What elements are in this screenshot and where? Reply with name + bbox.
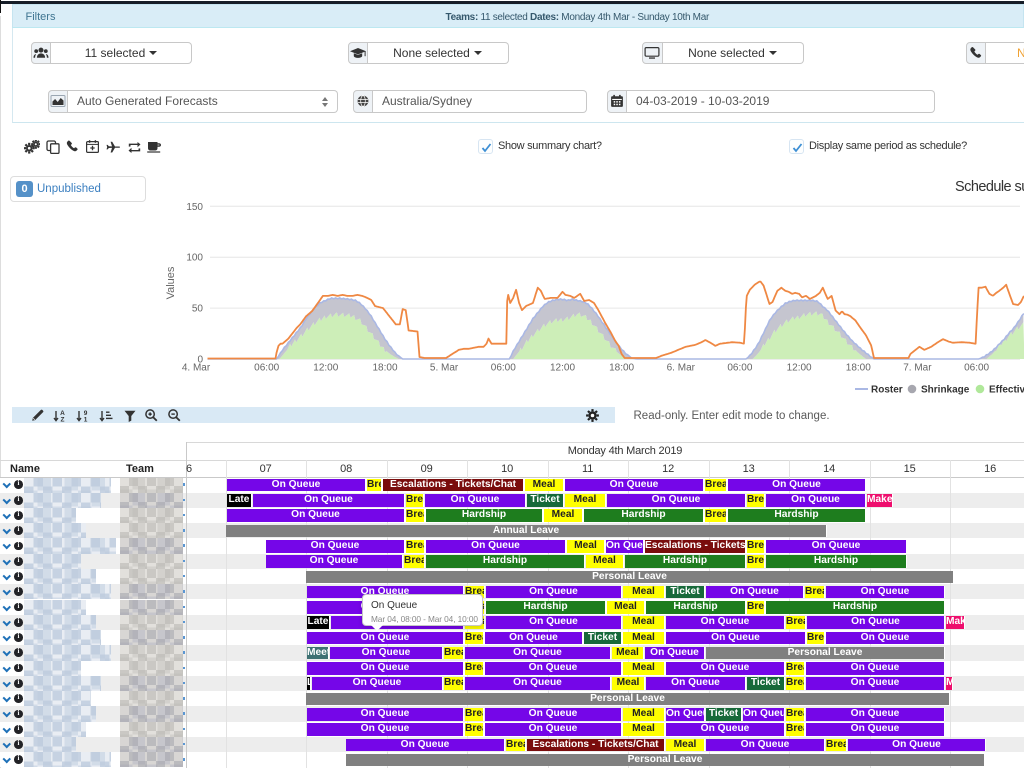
svg-text:150: 150 bbox=[186, 202, 203, 213]
svg-text:Effective staffing: Effective staffing bbox=[989, 385, 1024, 396]
svg-text:Schedule summary: Schedule summary bbox=[955, 179, 1024, 195]
svg-text:50: 50 bbox=[192, 304, 204, 315]
svg-text:18:00: 18:00 bbox=[846, 363, 871, 374]
svg-text:18:00: 18:00 bbox=[609, 363, 634, 374]
svg-text:06:00: 06:00 bbox=[254, 363, 279, 374]
svg-text:Values: Values bbox=[165, 266, 177, 299]
svg-text:100: 100 bbox=[186, 253, 203, 264]
svg-text:06:00: 06:00 bbox=[727, 363, 752, 374]
svg-text:Shrinkage: Shrinkage bbox=[921, 385, 970, 396]
svg-text:5. Mar: 5. Mar bbox=[430, 363, 459, 374]
svg-text:4. Mar: 4. Mar bbox=[182, 363, 211, 374]
svg-text:7. Mar: 7. Mar bbox=[903, 363, 932, 374]
svg-text:12:00: 12:00 bbox=[550, 363, 575, 374]
svg-text:A: A bbox=[60, 410, 65, 417]
svg-text:Roster: Roster bbox=[871, 385, 903, 396]
svg-text:0: 0 bbox=[197, 355, 203, 366]
svg-text:12:00: 12:00 bbox=[787, 363, 812, 374]
svg-text:9: 9 bbox=[84, 410, 88, 417]
svg-text:06:00: 06:00 bbox=[491, 363, 516, 374]
svg-text:06:00: 06:00 bbox=[964, 363, 989, 374]
svg-text:12:00: 12:00 bbox=[313, 363, 338, 374]
svg-text:18:00: 18:00 bbox=[372, 363, 397, 374]
svg-text:Z: Z bbox=[61, 416, 65, 422]
svg-text:6. Mar: 6. Mar bbox=[667, 363, 696, 374]
svg-text:1: 1 bbox=[84, 416, 88, 422]
